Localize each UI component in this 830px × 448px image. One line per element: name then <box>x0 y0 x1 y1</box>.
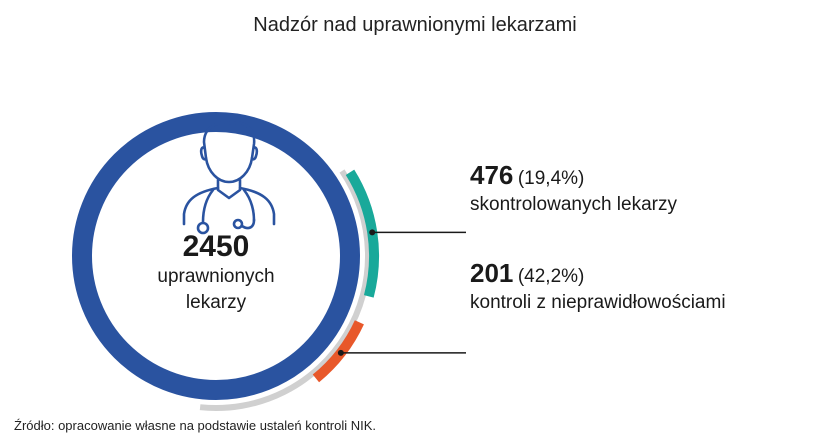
callout-irregularities-value: 201 <box>470 258 514 288</box>
total-value: 2450 <box>182 230 250 263</box>
total-block: 2450 uprawnionych lekarzy <box>128 230 304 316</box>
callout-irregularities-percent: (42,2%) <box>517 266 585 287</box>
main-ring <box>72 112 360 400</box>
total-label-line1: uprawnionych <box>157 266 275 287</box>
callout-irregularities-label: kontroli z nieprawidłowościami <box>470 292 726 313</box>
connector-dot-checked <box>369 229 376 236</box>
callout-checked-label: skontrolowanych lekarzy <box>470 194 677 215</box>
source-note: Źródło: opracowanie własne na podstawie … <box>14 418 377 433</box>
connector-dot-irregularities <box>337 349 344 356</box>
outer-track-arc <box>199 169 372 411</box>
doctor-icon <box>182 121 276 235</box>
chart-title: Nadzór nad uprawnionymi lekarzami <box>253 14 577 36</box>
callout-checked-percent: (19,4%) <box>517 168 585 189</box>
callout-checked-value: 476 <box>470 160 514 190</box>
callout-checked: 476 (19,4%) skontrolowanych lekarzy <box>470 160 820 219</box>
total-label-line2: lekarzy <box>185 292 247 313</box>
callout-irregularities: 201 (42,2%) kontroli z nieprawidłowościa… <box>470 258 820 317</box>
